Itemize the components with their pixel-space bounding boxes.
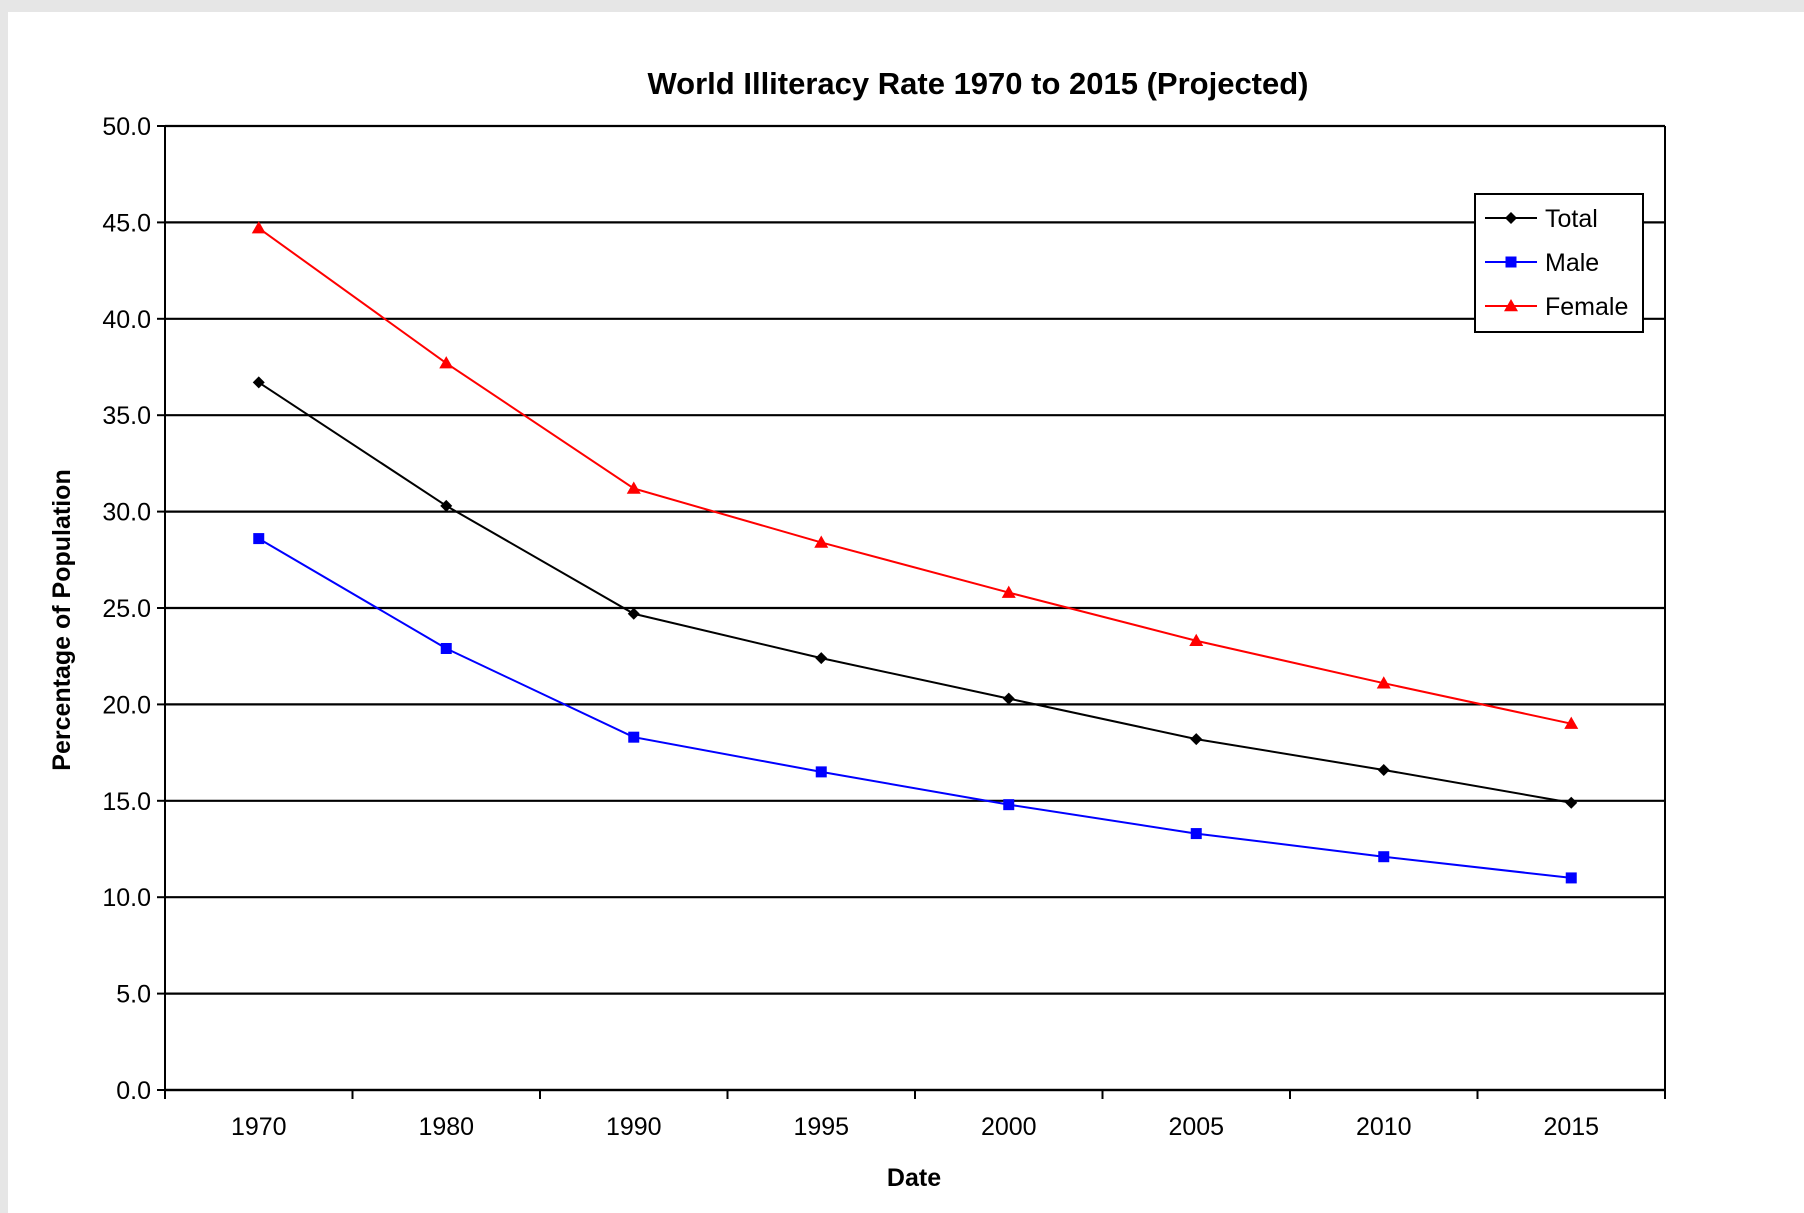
x-tick-label: 2005 [1168,1113,1224,1141]
data-point-total [440,499,453,512]
data-point-male [628,731,640,743]
data-point-total [1190,733,1203,746]
x-tick-label: 1980 [418,1113,474,1141]
legend-marker-total [1505,212,1517,224]
legend-item-female: Female [1485,293,1628,321]
series-total [252,376,1578,809]
data-series [251,221,1579,884]
x-tick-label: 2015 [1543,1113,1599,1141]
data-point-total [815,652,828,665]
axes [157,125,1666,1099]
series-female [251,221,1579,729]
y-tick-label: 15.0 [102,788,151,816]
grid-lines [165,124,1665,1092]
x-axis-tick-labels: 1970 1980 1990 1995 2000 2005 2010 2015 [231,1113,1599,1141]
legend-label-female: Female [1545,293,1628,321]
legend-label-male: Male [1545,249,1599,277]
x-tick-label: 1995 [793,1113,849,1141]
series-male [253,533,1577,884]
x-tick-label: 2010 [1356,1113,1412,1141]
data-point-total [1377,763,1390,776]
y-tick-label: 10.0 [102,884,151,912]
data-point-female [1564,716,1579,729]
data-point-male [1378,851,1390,863]
legend-marker-female [1504,299,1518,312]
data-point-female [1001,585,1016,598]
legend: Total Male Female [1474,193,1644,333]
data-point-male [1565,872,1577,884]
y-tick-label: 25.0 [102,595,151,623]
data-point-male [440,642,452,654]
y-axis-tick-labels: 0.0 5.0 10.0 15.0 20.0 25.0 30.0 35.0 40.0 45.0 50… [102,113,151,1105]
data-point-total [1002,692,1015,705]
legend-item-total: Total [1485,205,1598,233]
legend-item-male: Male [1485,249,1599,277]
y-tick-label: 50.0 [102,113,151,141]
data-point-female [814,535,829,548]
series-line-male [258,537,1572,879]
y-axis-title: Percentage of Population [48,469,76,770]
x-axis-title: Date [887,1164,941,1192]
y-tick-label: 0.0 [116,1077,151,1105]
data-point-female [1189,633,1204,647]
data-point-female [626,481,641,494]
data-point-female [251,221,266,234]
data-point-total [1565,796,1578,809]
y-tick-label: 45.0 [102,209,151,237]
series-line-female [258,227,1572,725]
series-line-total [258,381,1572,804]
x-tick-label: 1970 [231,1113,287,1141]
data-point-total [627,607,640,620]
data-point-female [1376,676,1391,689]
data-point-male [1190,828,1202,840]
data-point-male [815,766,827,778]
data-point-male [1003,799,1015,811]
y-tick-label: 40.0 [102,306,151,334]
x-tick-label: 1990 [606,1113,662,1141]
legend-marker-male [1505,256,1517,268]
y-tick-label: 30.0 [102,499,151,527]
x-tick-label: 2000 [981,1113,1037,1141]
y-tick-label: 5.0 [116,981,151,1009]
legend-label-total: Total [1545,205,1598,233]
data-point-female [439,356,454,369]
data-point-male [253,533,265,545]
y-tick-label: 35.0 [102,402,151,430]
chart-title: World Illiteracy Rate 1970 to 2015 (Proj… [647,66,1308,101]
data-point-total [252,376,265,389]
y-tick-label: 20.0 [102,691,151,719]
